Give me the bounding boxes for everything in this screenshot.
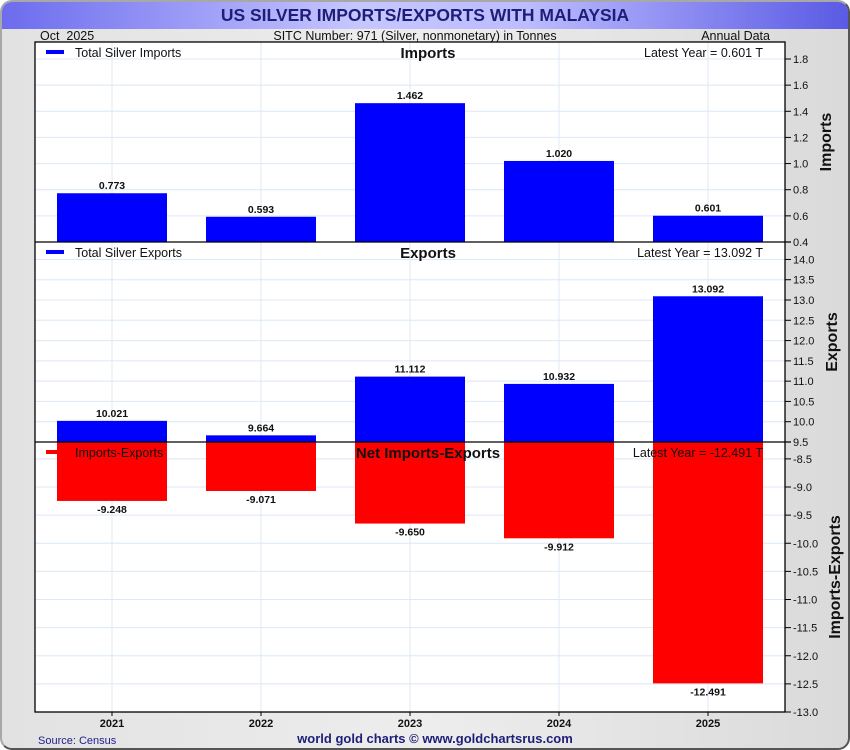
- y-tick-label: -12.0: [793, 651, 818, 663]
- bar-exports-2023: [355, 376, 465, 442]
- data-label-net: -12.491: [690, 686, 726, 698]
- legend-label-imports: Total Silver Imports: [75, 46, 181, 60]
- data-label-imports: 0.601: [695, 203, 721, 215]
- y-tick-label: 13.5: [793, 275, 814, 287]
- panel-title-net: Net Imports-Exports: [356, 445, 500, 462]
- axes: [785, 58, 791, 713]
- data-frequency: Annual Data: [701, 29, 770, 43]
- bar-net-2024: [504, 442, 614, 539]
- bar-exports-2022: [206, 435, 316, 442]
- legend-label-net: Imports-Exports: [75, 446, 163, 460]
- panel-title-exports: Exports: [400, 245, 456, 262]
- chart-labels: 0.4 0.6 0.8 1.0 1.2 1.4 1.6 1.8 0.773 0.593 1.462 1…: [35, 45, 844, 719]
- latest-year-exports: Latest Year = 13.092 T: [637, 246, 763, 260]
- y-tick-label: 0.6: [793, 211, 808, 223]
- data-label-net: -9.248: [97, 504, 127, 516]
- data-label-imports: 0.593: [248, 204, 274, 216]
- legend-swatch-exports: [46, 250, 64, 254]
- data-label-exports: 10.021: [96, 408, 128, 420]
- chart-subtitle: SITC Number: 971 (Silver, nonmonetary) i…: [273, 29, 556, 43]
- y-tick-label: 10.0: [793, 417, 814, 429]
- y-tick-label: 11.5: [793, 356, 814, 368]
- x-tick-label: 2025: [696, 718, 720, 730]
- x-tick-label: 2024: [547, 718, 572, 730]
- x-tick-label: 2022: [249, 718, 273, 730]
- y-tick-label: -12.5: [793, 679, 818, 691]
- y-tick-label: 12.0: [793, 336, 814, 348]
- y-tick-label: 1.8: [793, 54, 808, 66]
- y-tick-label: 1.6: [793, 80, 808, 92]
- bar-net-2021: [57, 442, 167, 501]
- title-bar: [2, 2, 848, 29]
- credit-link[interactable]: world gold charts © www.goldchartsrus.co…: [296, 731, 573, 746]
- y-tick-label: -10.0: [793, 538, 818, 550]
- y-axis-title-exports: Exports: [824, 312, 841, 372]
- bar-imports-2021: [57, 193, 167, 242]
- y-tick-label: -13.0: [793, 707, 818, 719]
- data-label-exports: 9.664: [248, 422, 274, 434]
- y-tick-label: 0.4: [793, 237, 808, 249]
- bar-imports-2023: [355, 103, 465, 242]
- source-note: Source: Census: [38, 735, 117, 747]
- bar-imports-2025: [653, 215, 763, 242]
- y-tick-label: 12.5: [793, 315, 814, 327]
- data-label-imports: 1.462: [397, 90, 423, 102]
- y-tick-label: 14.0: [793, 254, 814, 266]
- y-tick-label: 1.0: [793, 159, 808, 171]
- y-tick-label: 1.4: [793, 106, 808, 118]
- x-tick-label: 2023: [398, 718, 422, 730]
- x-tick-label: 2021: [100, 718, 124, 730]
- y-axis-title-imports: Imports: [818, 113, 835, 172]
- legend-label-exports: Total Silver Exports: [75, 246, 182, 260]
- bars: [57, 103, 763, 684]
- y-tick-label: 13.0: [793, 295, 814, 307]
- data-label-net: -9.071: [246, 494, 276, 506]
- latest-year-imports: Latest Year = 0.601 T: [644, 46, 763, 60]
- y-tick-label: 9.5: [793, 437, 808, 449]
- y-tick-label: -9.5: [793, 510, 812, 522]
- data-label-net: -9.912: [544, 541, 574, 553]
- bar-imports-2022: [206, 216, 316, 242]
- legend-swatch-net: [46, 450, 64, 454]
- chart-title: US SILVER IMPORTS/EXPORTS WITH MALAYSIA: [221, 5, 630, 25]
- y-tick-label: -9.0: [793, 482, 812, 494]
- bar-net-2025: [653, 442, 763, 684]
- y-tick-label: -8.5: [793, 454, 812, 466]
- y-tick-label: -11.0: [793, 595, 817, 607]
- y-tick-label: 11.0: [793, 376, 814, 388]
- data-label-imports: 0.773: [99, 180, 125, 192]
- bar-exports-2021: [57, 420, 167, 442]
- data-label-exports: 10.932: [543, 371, 575, 383]
- y-tick-label: -11.5: [793, 623, 817, 635]
- bar-net-2023: [355, 442, 465, 524]
- data-label-exports: 13.092: [692, 283, 724, 295]
- data-label-net: -9.650: [395, 527, 425, 539]
- y-tick-label: -10.5: [793, 566, 818, 578]
- legend-swatch-imports: [46, 50, 64, 54]
- bar-net-2022: [206, 442, 316, 491]
- data-label-imports: 1.020: [546, 148, 572, 160]
- y-tick-label: 10.5: [793, 396, 814, 408]
- latest-year-net: Latest Year = -12.491 T: [633, 446, 763, 460]
- y-axis-title-net: Imports-Exports: [827, 515, 844, 639]
- bar-imports-2024: [504, 160, 614, 242]
- x-axis-labels: 2021 2022 2023 2024 2025: [100, 712, 720, 730]
- y-tick-label: 1.2: [793, 132, 808, 144]
- y-tick-label: 0.8: [793, 185, 808, 197]
- data-label-exports: 11.112: [395, 364, 426, 376]
- bar-exports-2024: [504, 383, 614, 442]
- bar-exports-2025: [653, 296, 763, 442]
- report-date: Oct 2025: [40, 29, 94, 43]
- panel-title-imports: Imports: [400, 45, 455, 62]
